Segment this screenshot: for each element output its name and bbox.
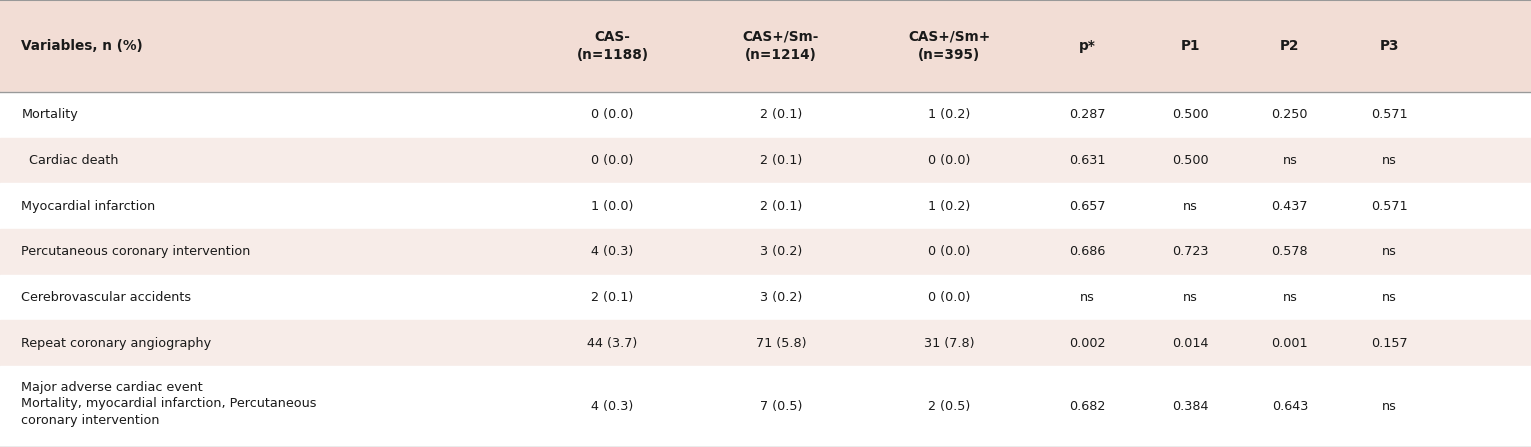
- Text: 3 (0.2): 3 (0.2): [759, 291, 802, 304]
- Text: 2 (0.1): 2 (0.1): [591, 291, 634, 304]
- Text: P3: P3: [1379, 39, 1399, 53]
- Bar: [0, 92, 1531, 138]
- Text: 0.631: 0.631: [1069, 154, 1105, 167]
- Text: ns: ns: [1283, 154, 1297, 167]
- Text: Cerebrovascular accidents: Cerebrovascular accidents: [21, 291, 191, 304]
- Text: 4 (0.3): 4 (0.3): [591, 245, 634, 258]
- Text: 31 (7.8): 31 (7.8): [925, 337, 974, 350]
- Text: Variables, n (%): Variables, n (%): [21, 39, 142, 53]
- Text: 71 (5.8): 71 (5.8): [756, 337, 805, 350]
- Text: ns: ns: [1382, 245, 1396, 258]
- Bar: [0, 138, 1531, 183]
- Text: 0 (0.0): 0 (0.0): [591, 154, 634, 167]
- Text: P1: P1: [1180, 39, 1200, 53]
- Text: 0.001: 0.001: [1272, 337, 1307, 350]
- Text: 4 (0.3): 4 (0.3): [591, 400, 634, 413]
- Text: 2 (0.5): 2 (0.5): [928, 400, 971, 413]
- Text: 0.686: 0.686: [1069, 245, 1105, 258]
- Text: 0.571: 0.571: [1372, 200, 1407, 213]
- Text: ns: ns: [1079, 291, 1095, 304]
- Bar: [0, 183, 1531, 229]
- Text: 0.657: 0.657: [1069, 200, 1105, 213]
- Text: 7 (0.5): 7 (0.5): [759, 400, 802, 413]
- Text: ns: ns: [1382, 154, 1396, 167]
- Text: 0.384: 0.384: [1173, 400, 1208, 413]
- Text: 2 (0.1): 2 (0.1): [759, 200, 802, 213]
- Bar: [0, 274, 1531, 320]
- Text: 1 (0.0): 1 (0.0): [591, 200, 634, 213]
- Text: 1 (0.2): 1 (0.2): [928, 108, 971, 121]
- Text: 0 (0.0): 0 (0.0): [928, 245, 971, 258]
- Text: 0.500: 0.500: [1173, 154, 1208, 167]
- Text: Repeat coronary angiography: Repeat coronary angiography: [21, 337, 211, 350]
- Text: 0.500: 0.500: [1173, 108, 1208, 121]
- Text: 2 (0.1): 2 (0.1): [759, 108, 802, 121]
- Text: ns: ns: [1183, 200, 1197, 213]
- Text: Mortality: Mortality: [21, 108, 78, 121]
- Text: 3 (0.2): 3 (0.2): [759, 245, 802, 258]
- Text: p*: p*: [1078, 39, 1096, 53]
- Bar: [0, 366, 1531, 447]
- Bar: [0, 0, 1531, 92]
- Bar: [0, 229, 1531, 274]
- Text: 1 (0.2): 1 (0.2): [928, 200, 971, 213]
- Text: 0.014: 0.014: [1173, 337, 1208, 350]
- Text: 0.157: 0.157: [1372, 337, 1407, 350]
- Text: 0.250: 0.250: [1272, 108, 1307, 121]
- Text: Cardiac death: Cardiac death: [21, 154, 119, 167]
- Text: 0 (0.0): 0 (0.0): [928, 154, 971, 167]
- Text: Myocardial infarction: Myocardial infarction: [21, 200, 156, 213]
- Text: 0.571: 0.571: [1372, 108, 1407, 121]
- Text: 0.437: 0.437: [1272, 200, 1307, 213]
- Text: 0.578: 0.578: [1272, 245, 1307, 258]
- Text: 0.723: 0.723: [1173, 245, 1208, 258]
- Text: 0 (0.0): 0 (0.0): [928, 291, 971, 304]
- Text: Percutaneous coronary intervention: Percutaneous coronary intervention: [21, 245, 251, 258]
- Text: CAS+/Sm-
(n=1214): CAS+/Sm- (n=1214): [743, 30, 819, 62]
- Text: CAS-
(n=1188): CAS- (n=1188): [576, 30, 649, 62]
- Text: ns: ns: [1382, 291, 1396, 304]
- Bar: [0, 320, 1531, 366]
- Text: 0 (0.0): 0 (0.0): [591, 108, 634, 121]
- Text: 2 (0.1): 2 (0.1): [759, 154, 802, 167]
- Text: 0.643: 0.643: [1272, 400, 1307, 413]
- Text: ns: ns: [1283, 291, 1297, 304]
- Text: P2: P2: [1280, 39, 1300, 53]
- Text: Major adverse cardiac event
Mortality, myocardial infarction, Percutaneous
coron: Major adverse cardiac event Mortality, m…: [21, 380, 317, 426]
- Text: CAS+/Sm+
(n=395): CAS+/Sm+ (n=395): [908, 30, 991, 62]
- Text: 0.002: 0.002: [1069, 337, 1105, 350]
- Text: 0.287: 0.287: [1069, 108, 1105, 121]
- Text: ns: ns: [1183, 291, 1197, 304]
- Text: ns: ns: [1382, 400, 1396, 413]
- Text: 44 (3.7): 44 (3.7): [588, 337, 637, 350]
- Text: 0.682: 0.682: [1069, 400, 1105, 413]
